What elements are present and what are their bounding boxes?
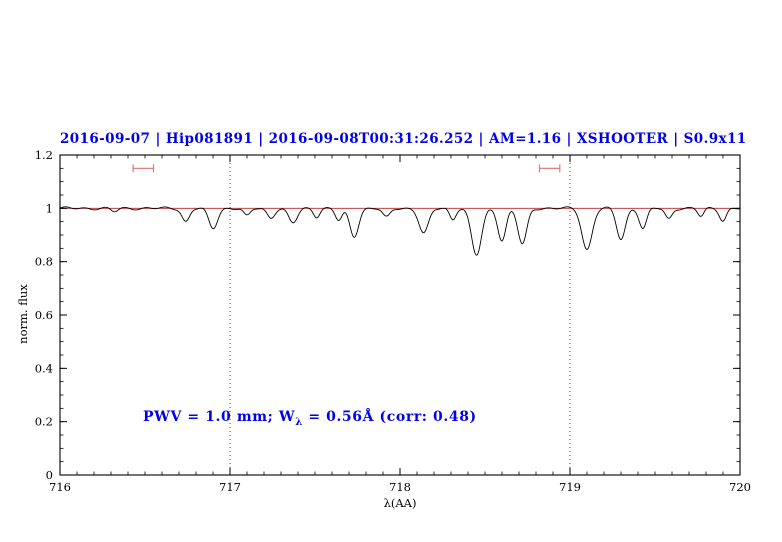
- svg-text:0.2: 0.2: [35, 415, 53, 429]
- svg-text:1: 1: [46, 201, 53, 215]
- svg-text:719: 719: [559, 480, 581, 494]
- annotation-prefix: PWV = 1.0 mm; W: [143, 409, 296, 425]
- svg-text:717: 717: [219, 480, 241, 494]
- svg-text:0.4: 0.4: [35, 361, 53, 375]
- svg-text:718: 718: [389, 480, 411, 494]
- plot-title: 2016-09-07 | Hip081891 | 2016-09-08T00:3…: [60, 131, 747, 147]
- svg-text:720: 720: [729, 480, 751, 494]
- svg-text:0: 0: [46, 468, 53, 482]
- svg-text:1.2: 1.2: [35, 148, 53, 162]
- x-axis-label: λ(AA): [383, 496, 417, 510]
- pwv-annotation: PWV = 1.0 mm; Wλ = 0.56Å (corr: 0.48): [143, 409, 477, 428]
- svg-text:0.6: 0.6: [35, 308, 53, 322]
- svg-text:0.8: 0.8: [35, 255, 53, 269]
- annotation-lambda-sub: λ: [295, 416, 303, 428]
- annotation-suffix: = 0.56Å (corr: 0.48): [302, 409, 477, 425]
- y-axis-label: norm. flux: [16, 284, 30, 344]
- svg-text:716: 716: [49, 480, 71, 494]
